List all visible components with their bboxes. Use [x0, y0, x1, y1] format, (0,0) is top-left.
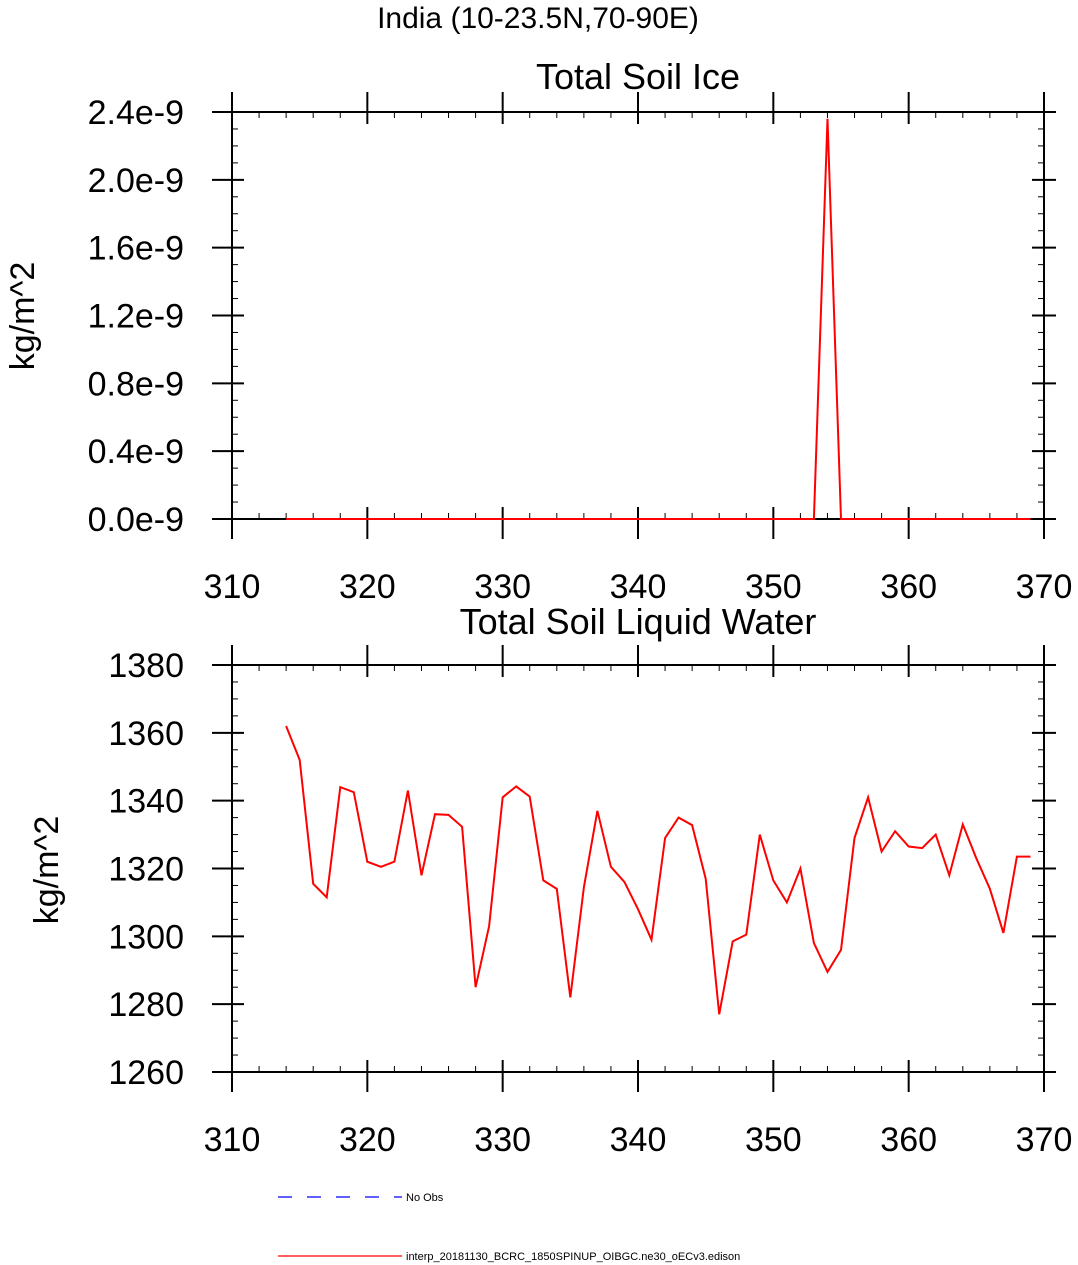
panel-title-soil-ice: Total Soil Ice [536, 56, 740, 97]
x-tick-label-p1: 330 [474, 1121, 531, 1159]
y-tick-label-p0: 1.6e-9 [88, 230, 184, 268]
panel-title-soil-liquid-water: Total Soil Liquid Water [460, 601, 817, 642]
y-axis-label-soil-liquid-water: kg/m^2 [28, 816, 66, 925]
legend-label-no-obs: No Obs [406, 1192, 444, 1204]
y-tick-label-p0: 2.4e-9 [88, 94, 184, 132]
x-tick-label-p1: 310 [204, 1121, 261, 1159]
y-tick-label-p0: 1.2e-9 [88, 298, 184, 336]
plot-area-soil-liquid-water: 310 320 330 340 350 360 370 1260 1280 1300 1320 134… [108, 645, 1072, 1159]
series-line-p0-0 [286, 118, 1031, 520]
y-tick-label-p1: 1360 [108, 715, 184, 753]
y-tick-label-p1: 1320 [108, 851, 184, 889]
y-tick-label-p1: 1300 [108, 918, 184, 956]
y-tick-label-p1: 1380 [108, 647, 184, 685]
y-axis-label-soil-ice: kg/m^2 [4, 262, 42, 371]
x-tick-label-p0: 340 [610, 568, 667, 606]
figure-title: India (10-23.5N,70-90E) [377, 2, 699, 35]
panel-soil-ice: Total Soil Ice kg/m^2 310 320 330 340 350 360… [4, 56, 1072, 606]
y-tick-label-p0: 0.0e-9 [88, 501, 184, 539]
y-tick-label-p0: 0.4e-9 [88, 433, 184, 471]
plot-frame-p1 [231, 664, 1045, 1073]
x-tick-label-p1: 340 [610, 1121, 667, 1159]
plot-area-soil-ice: 310 320 330 340 350 360 370 0.0e-9 0.4e-9 0.8e-9 1… [88, 92, 1073, 606]
legend: No Obs interp_20181130_BCRC_1850SPINUP_O… [278, 1192, 740, 1263]
x-tick-label-p1: 350 [745, 1121, 802, 1159]
y-tick-label-p1: 1260 [108, 1054, 184, 1092]
x-tick-label-p0: 310 [204, 568, 261, 606]
y-tick-label-p1: 1340 [108, 783, 184, 821]
x-tick-label-p0: 370 [1016, 568, 1073, 606]
x-tick-label-p0: 320 [339, 568, 396, 606]
legend-label-model: interp_20181130_BCRC_1850SPINUP_OIBGC.ne… [406, 1251, 740, 1263]
y-tick-label-p0: 2.0e-9 [88, 162, 184, 200]
plot-frame-p0 [231, 111, 1045, 520]
x-tick-label-p0: 360 [880, 568, 937, 606]
y-tick-label-p1: 1280 [108, 986, 184, 1024]
y-tick-label-p0: 0.8e-9 [88, 365, 184, 403]
x-tick-label-p1: 360 [880, 1121, 937, 1159]
x-tick-label-p0: 350 [745, 568, 802, 606]
panel-soil-liquid-water: Total Soil Liquid Water kg/m^2 310 320 330… [28, 601, 1072, 1159]
x-tick-label-p1: 320 [339, 1121, 396, 1159]
x-tick-label-p0: 330 [474, 568, 531, 606]
x-tick-label-p1: 370 [1016, 1121, 1073, 1159]
series-line-p1-0 [285, 725, 1031, 1015]
